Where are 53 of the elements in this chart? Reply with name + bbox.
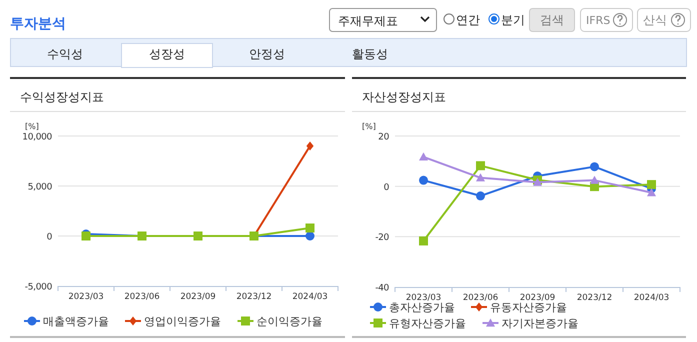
point <box>306 224 314 232</box>
legend-label: 자기자본증가율 <box>502 317 578 330</box>
text: 산식 <box>643 13 667 27</box>
point <box>476 191 485 200</box>
point <box>419 176 428 185</box>
x-tick-label: 2023/09 <box>180 292 216 302</box>
y-tick-label: 10,000 <box>22 132 53 142</box>
text: 활동성 <box>352 47 388 61</box>
text: 투자분석 <box>10 16 66 32</box>
point <box>590 176 599 184</box>
legend-label: 총자산증가율 <box>389 301 455 314</box>
y-tick-label: 5,000 <box>28 182 53 192</box>
text: IFRS <box>586 14 610 27</box>
text: 연간 <box>456 13 480 27</box>
y-tick-label: 0 <box>384 182 390 193</box>
y-tick-label: -20 <box>375 233 390 244</box>
legend-label: 순이익증가율 <box>256 315 322 328</box>
point <box>306 232 314 240</box>
text: 성장성 <box>149 47 185 61</box>
y-axis-title: [%] <box>25 122 39 131</box>
x-tick-label: 2024/03 <box>292 292 328 302</box>
legend-label: 유동자산증가율 <box>490 301 567 314</box>
x-tick-label: 2023/03 <box>68 292 104 302</box>
point <box>419 236 428 246</box>
legend-label: 유형자산증가율 <box>389 317 466 330</box>
x-tick-label: 2023/12 <box>576 293 612 303</box>
text: 분기 <box>501 13 525 27</box>
y-tick-label: -40 <box>375 284 390 294</box>
point <box>476 161 485 170</box>
y-tick-label: 0 <box>46 232 53 242</box>
y-tick-label: 20 <box>378 132 390 142</box>
x-tick-label: 2023/06 <box>124 292 160 302</box>
point <box>647 180 656 190</box>
x-tick-label: 2023/03 <box>406 293 442 303</box>
y-axis-title: [%] <box>362 122 376 131</box>
legend-label: 매출액증가율 <box>43 315 109 328</box>
legend-label: 영업이익증가율 <box>144 315 221 328</box>
x-tick-label: 2023/12 <box>236 292 272 302</box>
text: 수익성 <box>47 47 83 61</box>
y-tick-label: -5,000 <box>24 282 53 292</box>
chart-title: 자산성장성지표 <box>362 90 446 104</box>
point <box>647 188 656 196</box>
point <box>476 173 485 182</box>
point <box>419 152 428 160</box>
point <box>590 162 599 172</box>
x-tick-label: 2023/09 <box>520 293 556 303</box>
point <box>306 142 314 150</box>
x-tick-label: 2024/03 <box>634 293 670 303</box>
chart-title: 수익성장성지표 <box>20 90 104 104</box>
text: 검색 <box>540 13 564 27</box>
text: 주재무제표 <box>338 14 398 28</box>
text: 안정성 <box>249 47 285 61</box>
x-tick-label: 2023/06 <box>462 293 498 303</box>
